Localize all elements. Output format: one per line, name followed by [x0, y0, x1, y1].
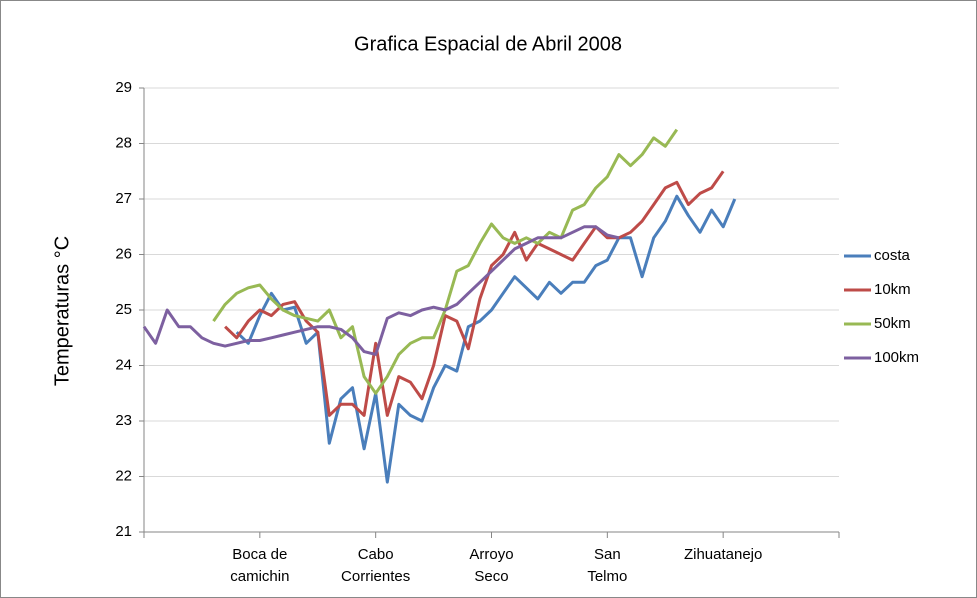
y-axis-label: Temperaturas °C — [51, 236, 73, 386]
legend-label: 100km — [874, 349, 919, 366]
y-tick-label: 26 — [115, 245, 132, 262]
x-tick-label: Arroyo Seco — [469, 546, 514, 585]
legend-label: 10km — [874, 281, 911, 298]
legend-label: 50km — [874, 315, 911, 332]
x-tick-label: Zihuatanejo — [683, 546, 763, 563]
x-tick-label: Cabo Corrientes — [341, 546, 411, 585]
y-tick-label: 29 — [115, 79, 132, 96]
y-tick-label: 25 — [115, 301, 132, 318]
chart-title: Grafica Espacial de Abril 2008 — [354, 33, 622, 55]
series-line — [142, 225, 620, 356]
y-tick-label: 27 — [115, 190, 132, 207]
x-tick-label: San Telmo — [587, 546, 628, 585]
series-line — [224, 170, 725, 417]
legend-label: costa — [874, 247, 911, 264]
y-tick-label: 22 — [115, 467, 132, 484]
x-tick-label: Boca de camichin — [230, 546, 290, 585]
y-tick-label: 28 — [115, 134, 132, 151]
y-tick-label: 21 — [115, 523, 132, 540]
y-tick-label: 24 — [115, 356, 132, 373]
series-line — [235, 194, 737, 484]
y-tick-label: 23 — [115, 412, 132, 429]
